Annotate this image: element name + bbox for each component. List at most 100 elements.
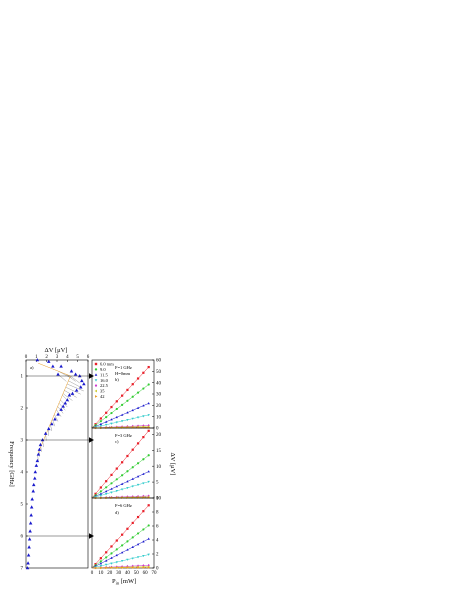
- data-point: [99, 557, 102, 560]
- panel-a-point: [25, 566, 30, 570]
- legend-marker: [94, 373, 98, 376]
- left-y-tick-label: 5: [21, 503, 24, 508]
- data-point: [105, 411, 108, 414]
- top-x-tick-label: 5: [76, 355, 79, 360]
- data-point: [115, 485, 119, 488]
- data-point: [126, 527, 129, 530]
- data-point: [104, 490, 108, 493]
- data-point: [120, 482, 124, 485]
- data-point: [136, 377, 140, 380]
- panel-a-point: [53, 417, 57, 421]
- data-point: [131, 448, 134, 451]
- data-point: [142, 404, 145, 407]
- data-point: [126, 399, 129, 402]
- data-point: [104, 423, 108, 427]
- data-point: [99, 566, 103, 570]
- panel-a-point: [59, 407, 63, 411]
- bottom-x-tick-label: 20: [107, 571, 113, 576]
- data-point: [115, 407, 118, 411]
- data-point: [131, 557, 134, 560]
- legend-label: 22.5: [100, 383, 109, 388]
- right-y-tick-label: 40: [156, 381, 162, 386]
- data-point: [142, 566, 145, 569]
- top-x-tick-label: 3: [56, 355, 59, 360]
- frequency-arrows: [26, 373, 94, 539]
- hatch-line: [54, 414, 59, 422]
- legend-label: 6.0 mm: [100, 362, 114, 367]
- panel-a-point: [27, 537, 32, 541]
- data-point: [121, 566, 124, 569]
- envelope-line: [37, 362, 71, 453]
- panel-a-point: [38, 442, 43, 447]
- data-point: [121, 461, 124, 464]
- data-point: [105, 551, 108, 554]
- data-point: [121, 394, 124, 397]
- data-point: [147, 365, 150, 369]
- hatch-line: [66, 374, 76, 382]
- top-x-tick-label: 6: [87, 355, 90, 360]
- fit-line: [91, 538, 149, 569]
- data-point: [142, 482, 145, 485]
- bottom-x-tick-label: 40: [125, 571, 131, 576]
- panel-b-height-label: H=0mm: [115, 371, 131, 376]
- legend-marker: [94, 362, 98, 366]
- data-point: [142, 415, 145, 418]
- top-x-tick-label: 4: [66, 355, 69, 360]
- data-point: [147, 566, 151, 569]
- data-point: [147, 524, 150, 527]
- hatch-line: [70, 375, 80, 384]
- panel-a-point: [74, 388, 79, 392]
- panel-a-point: [79, 385, 83, 389]
- right-y-tick-label: 50: [156, 370, 162, 375]
- legend-label: 16.0: [100, 378, 109, 383]
- panel-a-point: [56, 412, 60, 416]
- data-point: [131, 566, 135, 569]
- panel-a-point: [50, 422, 54, 426]
- data-point: [99, 562, 103, 565]
- panel-a-point: [61, 404, 65, 408]
- panel-b-frequency-label: F=1 GHz: [115, 365, 132, 370]
- data-point: [110, 487, 113, 490]
- data-point: [120, 551, 124, 554]
- legend-marker: [94, 389, 97, 393]
- data-point: [126, 558, 129, 561]
- panel-a-point: [46, 426, 51, 431]
- panel-a-point: [56, 372, 60, 376]
- data-point: [110, 552, 113, 555]
- panel-a-point: [29, 505, 34, 509]
- data-point: [104, 563, 108, 566]
- bottom-x-tick-label: 0: [91, 571, 94, 576]
- bottom-x-axis-label: Pin [mW]: [112, 578, 136, 586]
- hatch-line: [60, 399, 68, 408]
- panel-a-point: [37, 447, 42, 451]
- right-y-tick-label: 20: [156, 433, 162, 438]
- data-point: [126, 566, 129, 569]
- left-y-tick-label: 4: [21, 471, 24, 476]
- data-point: [115, 561, 119, 564]
- data-point: [136, 532, 140, 535]
- left-y-tick-label: 7: [21, 567, 24, 572]
- panel-a-point: [29, 513, 33, 517]
- data-point: [120, 488, 124, 491]
- data-point: [110, 482, 113, 485]
- arrow-head: [89, 533, 94, 539]
- hatch-line: [67, 383, 84, 392]
- right-y-tick-label: 5: [156, 481, 159, 486]
- panel-a-point: [80, 378, 84, 383]
- data-point: [94, 562, 97, 566]
- data-point: [131, 521, 134, 525]
- data-point: [99, 565, 103, 568]
- data-point: [110, 545, 113, 548]
- data-point: [115, 539, 118, 542]
- legend-label: 35: [100, 389, 105, 394]
- panel-a-point: [59, 364, 63, 368]
- data-point: [104, 493, 108, 496]
- data-point: [142, 458, 145, 461]
- data-point: [131, 536, 134, 539]
- data-point: [126, 480, 129, 483]
- data-point: [147, 504, 150, 507]
- right-y-tick-label: 15: [156, 449, 162, 454]
- data-point: [104, 559, 108, 562]
- hatch-line: [62, 393, 73, 401]
- panel-a-points: [25, 358, 86, 570]
